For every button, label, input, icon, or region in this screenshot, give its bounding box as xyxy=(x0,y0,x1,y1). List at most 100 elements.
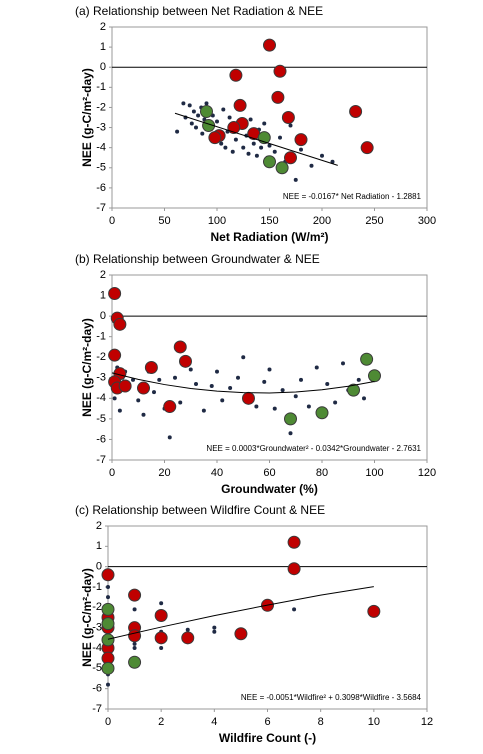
trend-line xyxy=(107,586,374,640)
highlight-point xyxy=(154,631,168,645)
highlight-point xyxy=(360,352,374,366)
x-tick-label: 60 xyxy=(263,467,275,479)
data-dot xyxy=(299,377,303,382)
highlight-point xyxy=(179,354,192,368)
highlight-point xyxy=(315,406,329,420)
x-tick-label: 200 xyxy=(313,215,331,227)
x-tick-label: 0 xyxy=(109,215,115,227)
highlight-point xyxy=(137,381,150,395)
data-dot xyxy=(188,367,193,372)
highlight-point xyxy=(287,562,301,576)
y-tick-label: -1 xyxy=(96,81,106,93)
data-dot xyxy=(196,113,201,118)
data-dot xyxy=(254,153,259,158)
data-dot xyxy=(117,408,122,413)
data-dot xyxy=(132,646,137,650)
highlight-point xyxy=(181,631,195,645)
data-dot xyxy=(167,435,172,440)
highlight-point xyxy=(101,568,115,582)
y-axis-label: NEE (g-C/m²-day) xyxy=(80,68,94,167)
data-dot xyxy=(152,390,156,395)
data-dot xyxy=(178,400,183,405)
data-dot xyxy=(309,163,314,168)
data-dot xyxy=(132,641,137,646)
plot-area xyxy=(111,26,428,209)
x-axis-label: Wildfire Count (-) xyxy=(219,731,316,745)
highlight-point xyxy=(284,412,297,426)
data-dot xyxy=(223,145,228,150)
panel: (c) Relationship between Wildfire Count … xyxy=(75,503,433,745)
data-dot xyxy=(112,396,117,401)
data-dot xyxy=(362,396,366,401)
data-dot xyxy=(194,125,198,130)
highlight-point xyxy=(275,161,289,175)
y-tick-label: 1 xyxy=(100,41,106,53)
y-tick-label: -4 xyxy=(92,642,102,654)
x-tick-label: 120 xyxy=(418,467,436,479)
highlight-point xyxy=(284,151,297,165)
x-tick-label: 0 xyxy=(105,716,111,728)
y-tick-label: -5 xyxy=(92,662,102,674)
y-tick-label: 1 xyxy=(96,540,102,552)
highlight-point xyxy=(360,141,374,155)
highlight-point xyxy=(101,661,115,675)
y-tick-label: 2 xyxy=(100,21,106,33)
data-dot xyxy=(181,101,186,106)
x-tick-label: 150 xyxy=(260,215,278,227)
highlight-point xyxy=(271,90,285,104)
y-tick-label: -6 xyxy=(92,683,102,695)
data-dot xyxy=(288,431,293,436)
data-dot xyxy=(292,607,297,612)
data-dot xyxy=(320,153,324,158)
data-dot xyxy=(220,398,225,403)
x-tick-label: 20 xyxy=(158,467,170,479)
plot-area xyxy=(111,274,428,461)
data-dot xyxy=(233,137,238,142)
y-tick-label: -3 xyxy=(96,372,106,384)
data-dot xyxy=(272,406,277,411)
chart-title: (b) Relationship between Groundwater & N… xyxy=(75,252,320,266)
data-dot xyxy=(215,119,219,124)
data-dot xyxy=(173,375,177,380)
y-axis-label: NEE (g-C/m²-day) xyxy=(80,318,94,417)
highlight-point xyxy=(287,535,301,549)
data-dot xyxy=(201,408,206,413)
y-tick-label: -7 xyxy=(96,454,106,466)
highlight-point xyxy=(367,604,381,618)
data-dot xyxy=(306,404,311,409)
highlight-point xyxy=(273,64,287,78)
data-dot xyxy=(159,601,164,606)
data-dot xyxy=(259,145,264,150)
y-tick-label: -2 xyxy=(92,601,102,613)
data-dot xyxy=(241,355,246,360)
data-dot xyxy=(200,131,205,136)
data-dot xyxy=(106,682,110,687)
x-axis-label: Net Radiation (W/m²) xyxy=(211,230,329,244)
data-dot xyxy=(241,145,246,150)
data-dot xyxy=(325,381,330,386)
highlight-point xyxy=(227,121,241,135)
y-tick-label: -7 xyxy=(92,703,102,715)
y-tick-label: 2 xyxy=(100,269,106,281)
x-tick-label: 12 xyxy=(421,716,433,728)
data-dot xyxy=(212,625,217,630)
highlight-point xyxy=(163,400,177,414)
x-tick-label: 0 xyxy=(109,467,115,479)
data-dot xyxy=(262,121,267,126)
panel: (b) Relationship between Groundwater & N… xyxy=(75,252,436,496)
x-tick-label: 250 xyxy=(365,215,383,227)
highlight-point xyxy=(118,379,132,393)
y-tick-label: 1 xyxy=(100,289,106,301)
data-dot xyxy=(248,117,253,122)
y-tick-label: 0 xyxy=(100,61,106,73)
x-tick-label: 2 xyxy=(158,716,164,728)
data-dot xyxy=(254,404,259,409)
data-dot xyxy=(293,394,298,399)
chart-title: (a) Relationship between Net Radiation &… xyxy=(75,4,323,18)
x-tick-label: 8 xyxy=(318,716,324,728)
data-dot xyxy=(246,151,251,156)
highlight-point xyxy=(128,588,142,602)
highlight-point xyxy=(101,633,115,647)
data-dot xyxy=(157,377,162,382)
